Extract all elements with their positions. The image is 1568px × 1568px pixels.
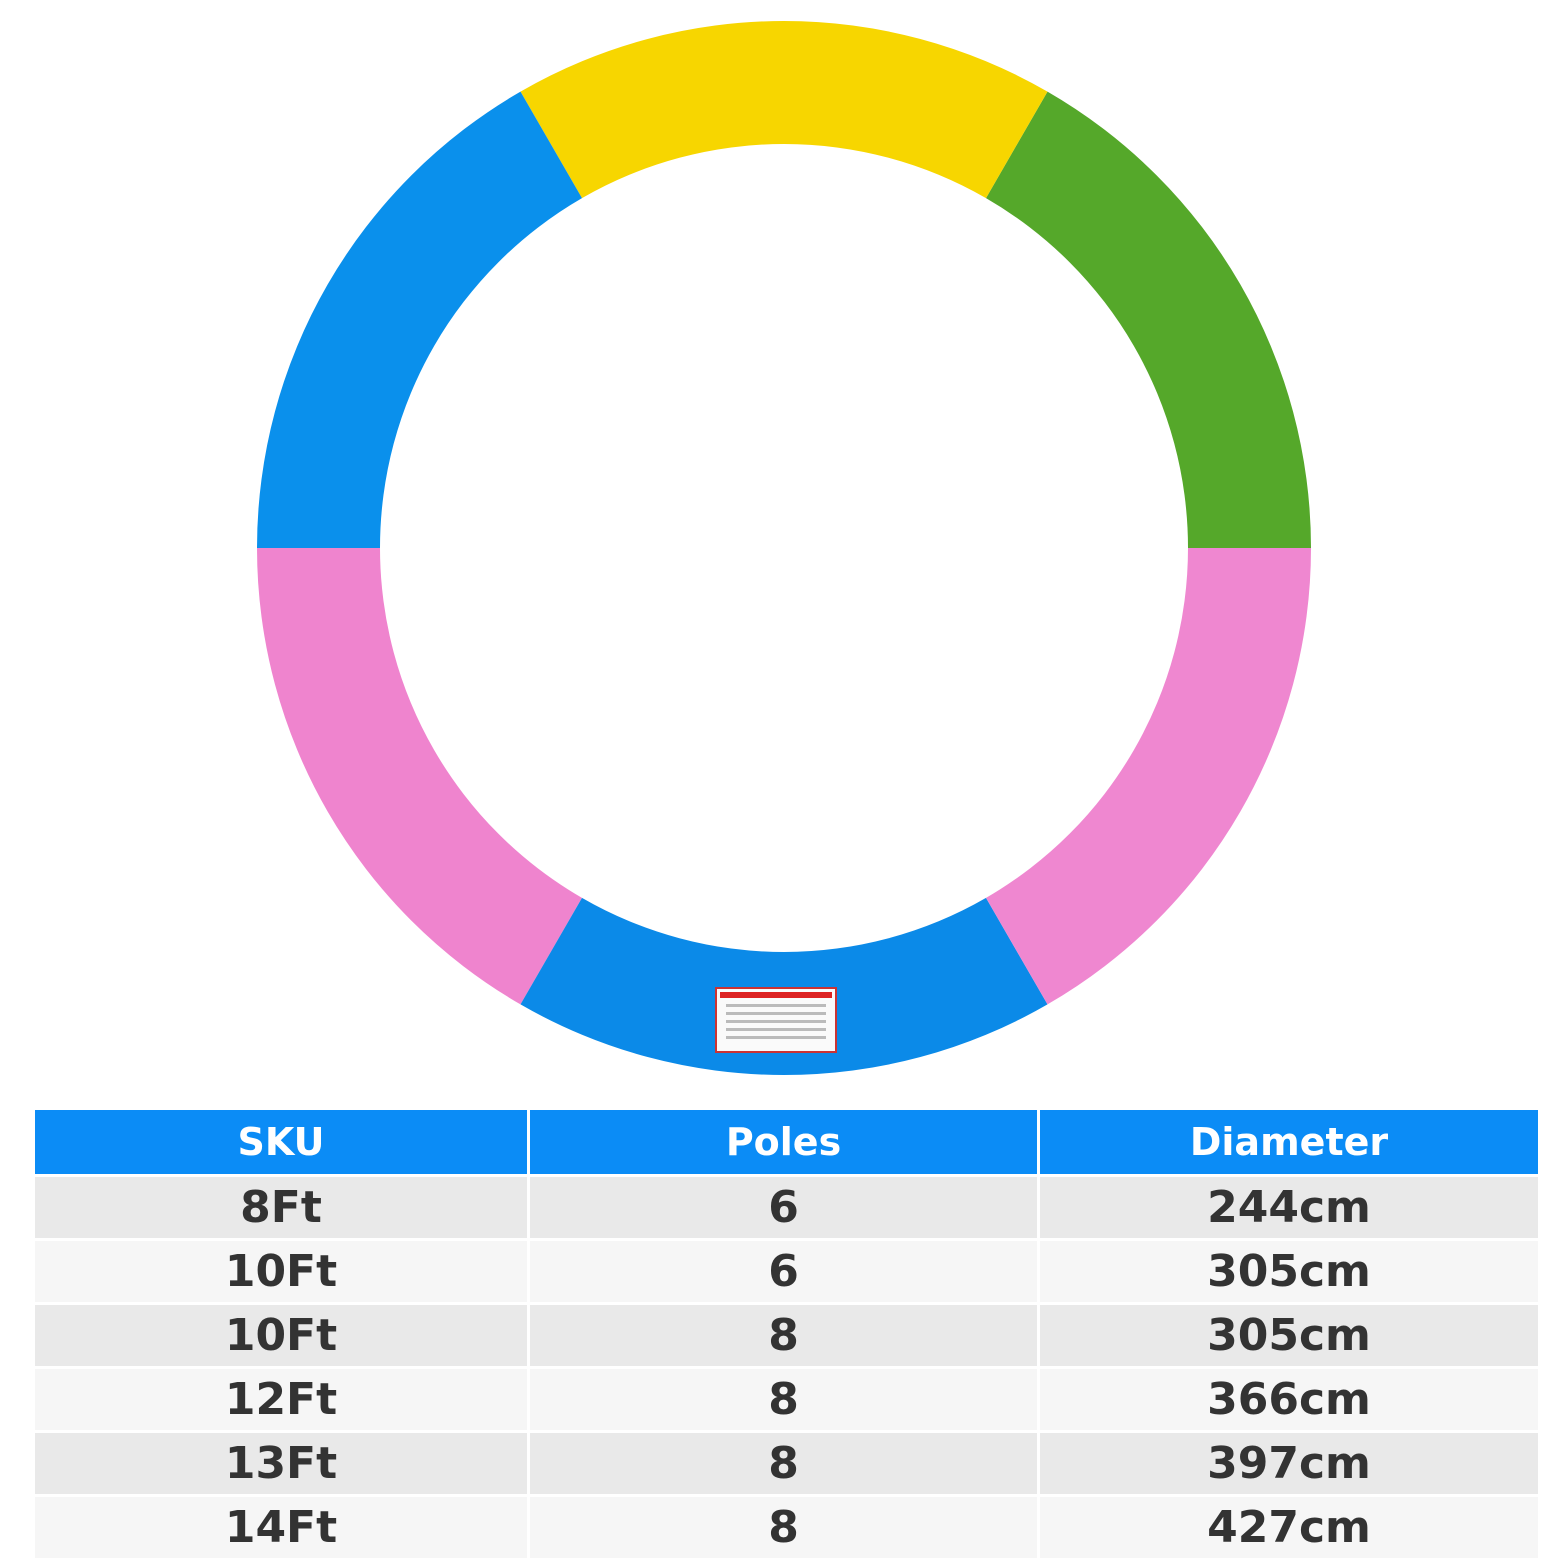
ring-segment [520, 897, 1048, 1075]
table-cell: 8 [530, 1369, 1037, 1430]
warning-label [715, 987, 837, 1053]
ring-segment [986, 91, 1311, 548]
table-cell: 244cm [1040, 1177, 1538, 1238]
ring-segment [257, 91, 582, 548]
table-cell: 8 [530, 1497, 1037, 1558]
table-cell: 10Ft [35, 1241, 527, 1302]
table-cell: 8 [530, 1433, 1037, 1494]
table-cell: 8Ft [35, 1177, 527, 1238]
size-table: SKU Poles Diameter 8Ft 6 244cm 10Ft 6 305cm 10Ft 8… [35, 1110, 1538, 1558]
table-cell: 10Ft [35, 1305, 527, 1366]
header-cell: Diameter [1040, 1110, 1538, 1174]
header-cell: SKU [35, 1110, 527, 1174]
ring-segment [520, 20, 1048, 199]
table-cell: 13Ft [35, 1433, 527, 1494]
table-cell: 427cm [1040, 1497, 1538, 1558]
table-cell: 6 [530, 1241, 1037, 1302]
ring-illustration [257, 20, 1311, 1075]
table-cell: 397cm [1040, 1433, 1538, 1494]
table-cell: 12Ft [35, 1369, 527, 1430]
table-cell: 6 [530, 1177, 1037, 1238]
table-cell: 305cm [1040, 1241, 1538, 1302]
table-cell: 366cm [1040, 1369, 1538, 1430]
table-cell: 8 [530, 1305, 1037, 1366]
ring-segment [986, 548, 1311, 1005]
table-cell: 305cm [1040, 1305, 1538, 1366]
ring-segment [257, 548, 582, 1005]
header-cell: Poles [530, 1110, 1037, 1174]
table-cell: 14Ft [35, 1497, 527, 1558]
